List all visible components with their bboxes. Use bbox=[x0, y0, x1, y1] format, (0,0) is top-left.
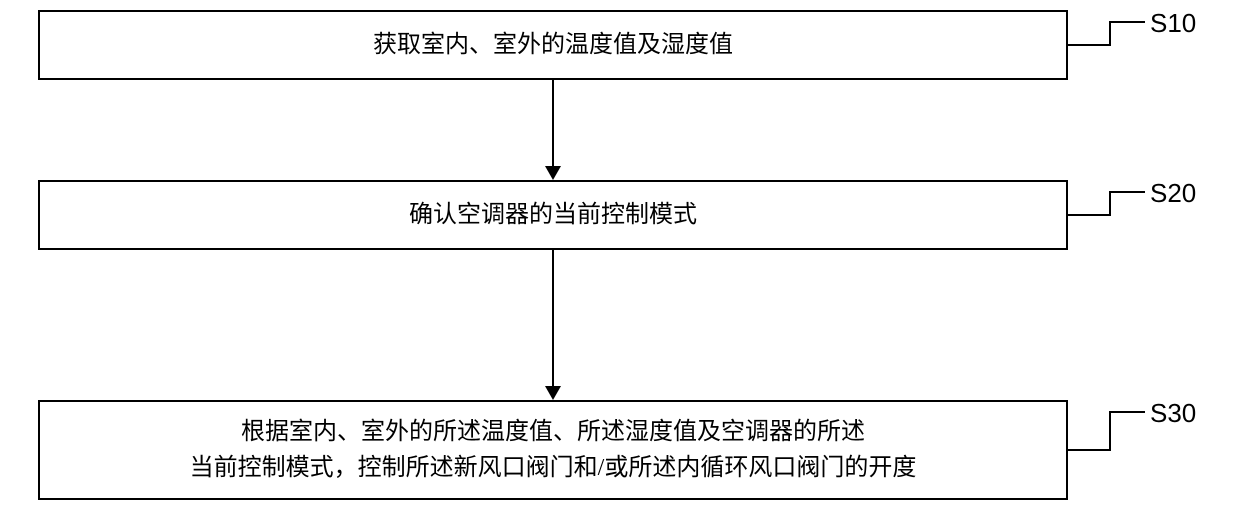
flow-step-s30: 根据室内、室外的所述温度值、所述湿度值及空调器的所述 当前控制模式，控制所述新风… bbox=[38, 400, 1068, 500]
flow-step-s10: 获取室内、室外的温度值及湿度值 bbox=[38, 10, 1068, 80]
flow-step-s10-text: 获取室内、室外的温度值及湿度值 bbox=[373, 27, 733, 63]
flow-step-s30-text: 根据室内、室外的所述温度值、所述湿度值及空调器的所述 当前控制模式，控制所述新风… bbox=[190, 414, 917, 486]
step-label-s20: S20 bbox=[1150, 178, 1196, 209]
flow-step-s20: 确认空调器的当前控制模式 bbox=[38, 180, 1068, 250]
step-label-s10: S10 bbox=[1150, 8, 1196, 39]
flow-step-s20-text: 确认空调器的当前控制模式 bbox=[409, 197, 697, 233]
step-label-s30: S30 bbox=[1150, 398, 1196, 429]
